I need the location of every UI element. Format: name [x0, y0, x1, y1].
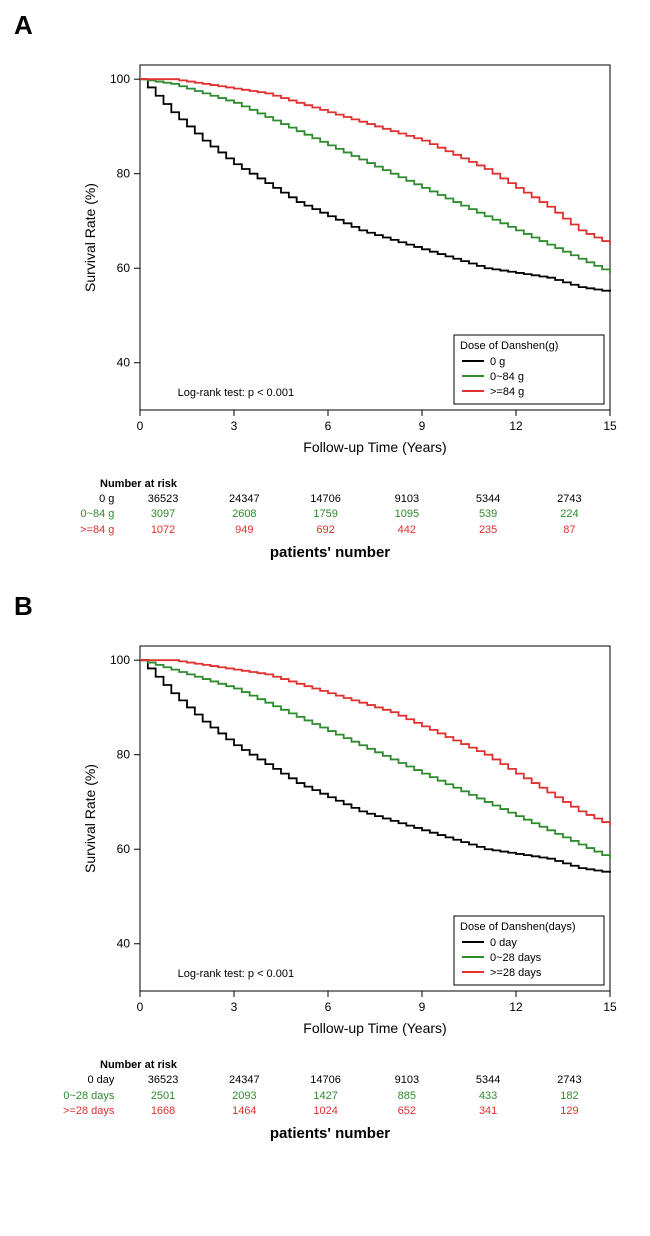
risk-cell: 1427 [285, 1089, 366, 1104]
panel-a-chart: 0 3 6 9 12 15 40 60 80 100 Follow-up Time (Years) S… [70, 45, 630, 470]
svg-text:15: 15 [603, 419, 617, 433]
risk-row-label: 0 g [50, 492, 122, 507]
risk-row: 0 day365232434714706910353442743 [50, 1073, 610, 1088]
risk-cell: 24347 [204, 1073, 285, 1088]
svg-text:6: 6 [325, 1000, 332, 1014]
risk-row: 0~84 g3097260817591095539224 [50, 507, 610, 522]
svg-text:12: 12 [509, 419, 523, 433]
svg-text:12: 12 [509, 1000, 523, 1014]
risk-row: 0 g365232434714706910353442743 [50, 492, 610, 507]
risk-row-label: >=84 g [50, 523, 122, 538]
survival-chart-b: 0 3 6 9 12 15 40 60 80 100 Follow-up Time (Years) S… [70, 626, 630, 1046]
risk-cell: 3097 [122, 507, 203, 522]
risk-cell: 87 [529, 523, 610, 538]
panel-b-label: B [14, 591, 640, 622]
panel-a: A 0 3 6 9 12 15 40 60 80 100 Follow-up Time (Years… [10, 10, 640, 561]
svg-text:Follow-up Time (Years): Follow-up Time (Years) [303, 439, 446, 455]
svg-text:60: 60 [117, 261, 131, 275]
svg-text:Log-rank test: p < 0.001: Log-rank test: p < 0.001 [178, 387, 295, 399]
svg-text:0: 0 [137, 1000, 144, 1014]
svg-text:15: 15 [603, 1000, 617, 1014]
risk-cell: 1072 [122, 523, 203, 538]
svg-text:3: 3 [231, 419, 238, 433]
svg-text:80: 80 [117, 748, 131, 762]
risk-cell: 949 [204, 523, 285, 538]
risk-cell: 2743 [529, 492, 610, 507]
risk-cell: 1095 [366, 507, 447, 522]
svg-text:Survival Rate (%): Survival Rate (%) [82, 764, 98, 873]
risk-cell: 9103 [366, 1073, 447, 1088]
svg-text:100: 100 [110, 72, 130, 86]
risk-header-a: Number at risk [100, 478, 610, 490]
risk-cell: 9103 [366, 492, 447, 507]
risk-cell: 14706 [285, 492, 366, 507]
svg-text:9: 9 [419, 419, 426, 433]
svg-text:60: 60 [117, 842, 131, 856]
svg-text:40: 40 [117, 356, 131, 370]
svg-text:0 day: 0 day [490, 937, 517, 949]
risk-cell: 2743 [529, 1073, 610, 1088]
panel-b-chart: 0 3 6 9 12 15 40 60 80 100 Follow-up Time (Years) S… [70, 626, 630, 1051]
risk-row: 0~28 days250120931427885433182 [50, 1089, 610, 1104]
risk-cell: 1668 [122, 1104, 203, 1119]
risk-cell: 5344 [447, 492, 528, 507]
svg-text:Dose of Danshen(g): Dose of Danshen(g) [460, 340, 558, 352]
risk-cell: 235 [447, 523, 528, 538]
panel-b: B 0 3 6 9 12 15 40 60 80 100 Follow-up Time (Years… [10, 591, 640, 1142]
risk-header-b: Number at risk [100, 1059, 610, 1071]
risk-cell: 2608 [204, 507, 285, 522]
risk-table-b: Number at risk 0 day36523243471470691035… [50, 1059, 610, 1142]
svg-text:0: 0 [137, 419, 144, 433]
svg-text:100: 100 [110, 653, 130, 667]
panel-a-label: A [14, 10, 640, 41]
risk-cell: 341 [447, 1104, 528, 1119]
svg-text:>=84 g: >=84 g [490, 386, 524, 398]
risk-cell: 1024 [285, 1104, 366, 1119]
svg-text:0~28 days: 0~28 days [490, 952, 542, 964]
risk-row: >=28 days166814641024652341129 [50, 1104, 610, 1119]
risk-cell: 36523 [122, 1073, 203, 1088]
risk-cell: 1759 [285, 507, 366, 522]
risk-cell: 129 [529, 1104, 610, 1119]
risk-cell: 2093 [204, 1089, 285, 1104]
risk-cell: 652 [366, 1104, 447, 1119]
svg-text:>=28 days: >=28 days [490, 967, 542, 979]
svg-text:6: 6 [325, 419, 332, 433]
risk-row-label: 0~28 days [50, 1089, 122, 1104]
risk-row-label: >=28 days [50, 1104, 122, 1119]
risk-cell: 433 [447, 1089, 528, 1104]
svg-text:Follow-up Time (Years): Follow-up Time (Years) [303, 1020, 446, 1036]
risk-row: >=84 g107294969244223587 [50, 523, 610, 538]
risk-cell: 182 [529, 1089, 610, 1104]
svg-text:0~84 g: 0~84 g [490, 371, 524, 383]
risk-cell: 1464 [204, 1104, 285, 1119]
risk-cell: 36523 [122, 492, 203, 507]
svg-text:0 g: 0 g [490, 356, 505, 368]
risk-cell: 442 [366, 523, 447, 538]
svg-text:3: 3 [231, 1000, 238, 1014]
svg-text:Log-rank test: p < 0.001: Log-rank test: p < 0.001 [178, 968, 295, 980]
risk-cell: 5344 [447, 1073, 528, 1088]
caption-b: patients' number [50, 1125, 610, 1142]
risk-cell: 885 [366, 1089, 447, 1104]
svg-text:Survival Rate (%): Survival Rate (%) [82, 183, 98, 292]
svg-text:40: 40 [117, 937, 131, 951]
svg-text:80: 80 [117, 167, 131, 181]
risk-cell: 692 [285, 523, 366, 538]
survival-chart-a: 0 3 6 9 12 15 40 60 80 100 Follow-up Time (Years) S… [70, 45, 630, 465]
risk-cell: 2501 [122, 1089, 203, 1104]
svg-text:Dose of Danshen(days): Dose of Danshen(days) [460, 921, 576, 933]
risk-cell: 24347 [204, 492, 285, 507]
risk-cell: 224 [529, 507, 610, 522]
caption-a: patients' number [50, 544, 610, 561]
risk-row-label: 0 day [50, 1073, 122, 1088]
risk-cell: 539 [447, 507, 528, 522]
svg-text:9: 9 [419, 1000, 426, 1014]
risk-cell: 14706 [285, 1073, 366, 1088]
risk-row-label: 0~84 g [50, 507, 122, 522]
risk-table-a: Number at risk 0 g3652324347147069103534… [50, 478, 610, 561]
